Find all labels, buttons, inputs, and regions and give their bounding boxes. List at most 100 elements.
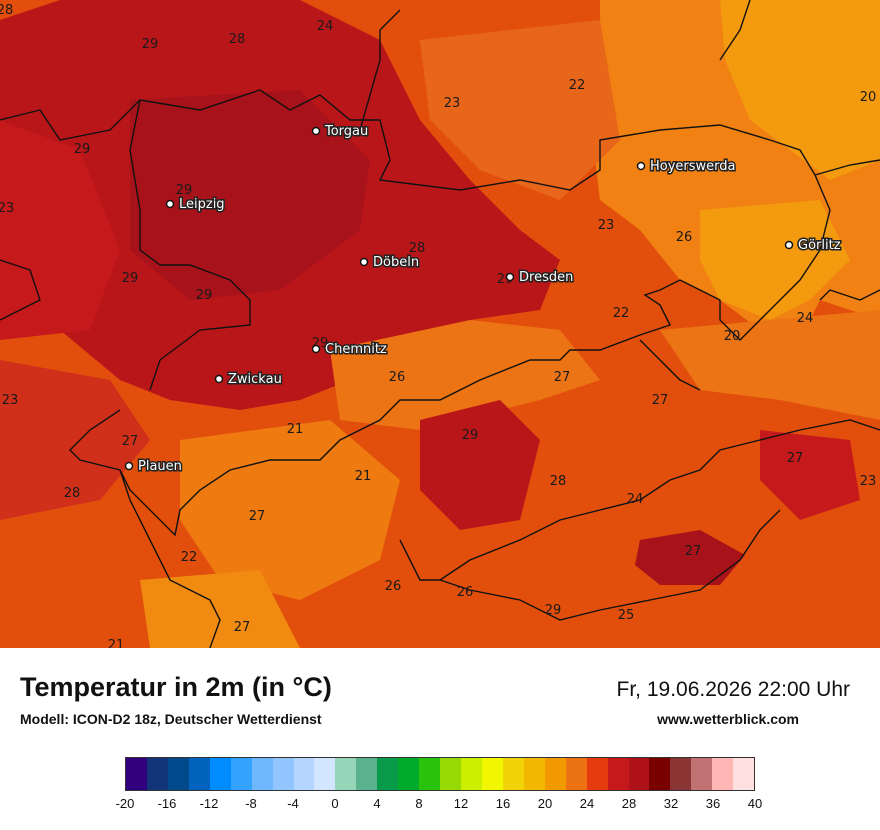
color-scale-swatch <box>628 758 650 790</box>
temperature-zone-southeast <box>760 430 860 520</box>
map-footer: Temperatur in 2m (in °C) Modell: ICON-D2… <box>0 648 880 830</box>
city-dot <box>165 199 175 209</box>
color-scale-tick-label: -4 <box>287 796 299 811</box>
temperature-value: 24 <box>317 19 334 34</box>
temperature-value: 21 <box>287 422 304 437</box>
city-dot <box>124 461 134 471</box>
temperature-map: 28 29 28 24 22 20 23 29 29 23 29 29 28 29 23 26 22 20 24 29… <box>0 0 880 648</box>
city-label: Chemnitz <box>325 342 387 357</box>
model-info: Modell: ICON-D2 18z, Deutscher Wetterdie… <box>20 711 322 727</box>
temperature-value: 22 <box>181 550 198 565</box>
city-label: Plauen <box>138 459 182 474</box>
map-canvas: 28 29 28 24 22 20 23 29 29 23 29 29 28 29 23 26 22 20 24 29… <box>0 0 880 648</box>
color-scale-swatch <box>607 758 629 790</box>
temperature-value: 23 <box>0 201 14 216</box>
color-scale-tick-label: 16 <box>495 796 511 811</box>
state-borders <box>0 0 880 648</box>
temperature-value: 29 <box>122 271 139 286</box>
temperature-zone-ore-west <box>180 420 400 600</box>
city-marker-layer: Torgau Leipzig Döbeln Dresden Hoyerswerda Gör… <box>124 123 842 476</box>
city-marker: Leipzig <box>165 196 226 214</box>
temperature-value: 29 <box>462 428 479 443</box>
city-marker: Zwickau <box>214 371 283 389</box>
temperature-zone-southwest <box>140 570 300 648</box>
city-marker: Döbeln <box>359 254 421 272</box>
color-scale-tick-label: -8 <box>245 796 257 811</box>
temperature-value: 24 <box>627 492 644 507</box>
color-scale-tick-label: 4 <box>373 796 381 811</box>
temperature-value: 29 <box>176 183 193 198</box>
temperature-value: 29 <box>545 603 562 618</box>
city-label: Zwickau <box>228 372 282 387</box>
city-dot <box>359 257 369 267</box>
temperature-value: 26 <box>389 370 406 385</box>
color-scale-swatch <box>167 758 189 790</box>
city-label: Görlitz <box>798 238 841 253</box>
color-scale-swatch <box>733 758 755 790</box>
temperature-value: 27 <box>234 620 251 635</box>
map-title: Temperatur in 2m (in °C) <box>20 672 332 702</box>
temperature-value: 23 <box>598 218 615 233</box>
temperature-value: 28 <box>0 3 13 18</box>
temperature-zone-goerlitz <box>700 200 850 320</box>
city-marker: Plauen <box>124 458 183 476</box>
temperature-value: 29 <box>74 142 91 157</box>
color-scale-swatch <box>649 758 671 790</box>
color-scale-tick-label: -16 <box>157 796 177 811</box>
city-marker: Dresden <box>505 269 575 287</box>
temperature-value: 23 <box>2 393 19 408</box>
color-scale-tick-label: 36 <box>705 796 721 811</box>
temperature-value: 26 <box>457 585 474 600</box>
color-scale-tick-label: 0 <box>331 796 339 811</box>
color-scale-swatch <box>565 758 587 790</box>
color-scale-tick-label: 40 <box>747 796 763 811</box>
color-scale-tick-label: -12 <box>199 796 219 811</box>
city-marker: Görlitz <box>784 237 842 255</box>
source-website[interactable]: www.wetterblick.com <box>657 711 799 727</box>
temperature-value: 29 <box>142 37 159 52</box>
city-dot <box>214 374 224 384</box>
temperature-zone-vogtland <box>0 360 150 520</box>
city-label: Döbeln <box>373 255 419 270</box>
temperature-value: 28 <box>550 474 567 489</box>
temperature-value-layer: 28 29 28 24 22 20 23 29 29 23 29 29 28 29 23 26 22 20 24 29… <box>0 3 876 648</box>
color-scale-tick-label: 8 <box>415 796 423 811</box>
temperature-value: 27 <box>249 509 266 524</box>
color-scale-swatch <box>544 758 566 790</box>
temperature-zone-border-east <box>660 310 880 420</box>
city-dot <box>784 240 794 250</box>
city-dot <box>311 126 321 136</box>
color-scale-swatch <box>272 758 294 790</box>
color-scale-swatch <box>670 758 692 790</box>
color-scale-swatch <box>461 758 482 790</box>
city-dot <box>311 344 321 354</box>
color-scale-tick-label: 32 <box>663 796 679 811</box>
city-marker: Torgau <box>311 123 370 141</box>
color-scale-swatch <box>712 758 734 790</box>
city-label: Torgau <box>324 124 368 139</box>
color-scale-swatch <box>481 758 503 790</box>
temperature-value: 27 <box>554 370 571 385</box>
color-scale-tick-label: 20 <box>537 796 553 811</box>
temperature-value: 26 <box>676 230 693 245</box>
color-scale-swatch <box>523 758 545 790</box>
city-label: Leipzig <box>179 197 225 212</box>
temperature-value: 22 <box>569 78 586 93</box>
city-dot <box>636 161 646 171</box>
city-label: Dresden <box>519 270 573 285</box>
color-scale-swatch <box>146 758 168 790</box>
temperature-value: 29 <box>196 288 213 303</box>
color-scale-tick-label: -20 <box>115 796 135 811</box>
temperature-value: 28 <box>64 486 81 501</box>
color-scale-tick-label: 24 <box>579 796 595 811</box>
temperature-value: 26 <box>385 579 402 594</box>
color-scale-swatch <box>188 758 210 790</box>
city-marker: Hoyerswerda <box>636 158 737 176</box>
color-scale-swatch <box>314 758 336 790</box>
temperature-zone-northeast <box>720 0 880 180</box>
temperature-value: 24 <box>797 311 814 326</box>
temperature-value: 28 <box>409 241 426 256</box>
color-scale-swatch <box>419 758 441 790</box>
city-marker: Chemnitz <box>311 341 388 359</box>
color-scale-swatch <box>691 758 713 790</box>
